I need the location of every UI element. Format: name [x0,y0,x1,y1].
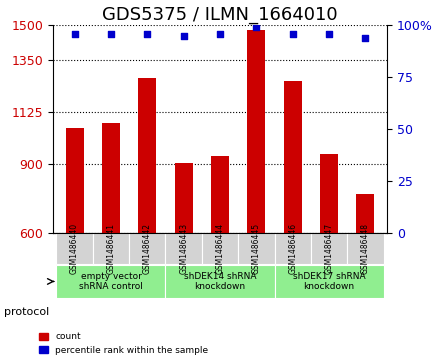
Title: GDS5375 / ILMN_1664010: GDS5375 / ILMN_1664010 [102,6,338,24]
Text: GSM1486448: GSM1486448 [361,223,370,274]
Legend: count, percentile rank within the sample: count, percentile rank within the sample [35,329,212,359]
Bar [175,163,193,233]
Point [180,33,187,39]
Text: shDEK17 shRNA
knockdown: shDEK17 shRNA knockdown [293,272,365,291]
Point [326,31,333,37]
Text: GSM1486440: GSM1486440 [70,223,79,274]
Bar [138,78,156,233]
Bar [320,155,338,233]
Bar [66,128,84,233]
Text: GSM1486443: GSM1486443 [179,223,188,274]
Point [216,31,224,37]
FancyBboxPatch shape [311,233,347,264]
Bar [102,123,120,233]
Point [253,25,260,30]
FancyBboxPatch shape [202,233,238,264]
FancyBboxPatch shape [275,233,311,264]
Bar [356,193,374,233]
Point [144,31,151,37]
FancyBboxPatch shape [56,233,93,264]
FancyBboxPatch shape [165,233,202,264]
Text: protocol: protocol [4,307,50,317]
FancyBboxPatch shape [129,233,165,264]
Text: GSM1486444: GSM1486444 [216,223,224,274]
Text: GSM1486445: GSM1486445 [252,223,261,274]
Bar [247,30,265,233]
Text: GSM1486447: GSM1486447 [325,223,334,274]
Text: GSM1486442: GSM1486442 [143,223,152,274]
FancyBboxPatch shape [275,265,384,298]
FancyBboxPatch shape [93,233,129,264]
FancyBboxPatch shape [347,233,384,264]
FancyBboxPatch shape [56,265,165,298]
Point [71,31,78,37]
Point [107,31,114,37]
Text: GSM1486441: GSM1486441 [106,223,115,274]
Text: empty vector
shRNA control: empty vector shRNA control [79,272,143,291]
FancyBboxPatch shape [165,265,275,298]
FancyBboxPatch shape [238,233,275,264]
Bar [211,156,229,233]
Text: GSM1486446: GSM1486446 [288,223,297,274]
Point [362,35,369,41]
Text: shDEK14 shRNA
knockdown: shDEK14 shRNA knockdown [184,272,256,291]
Point [289,31,296,37]
Bar [284,81,302,233]
